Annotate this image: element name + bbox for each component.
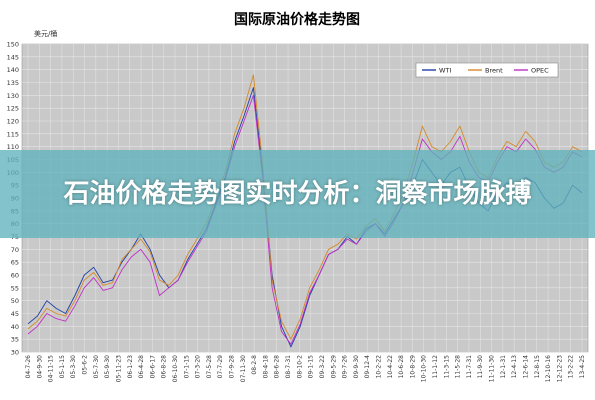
x-tick-label: 11-9-30	[477, 355, 484, 379]
legend-label: WTI	[439, 67, 451, 75]
x-tick-label: 07-11-30	[240, 355, 247, 382]
x-tick-label: 10-6-28	[398, 355, 405, 379]
x-tick-label: 09-1-15	[308, 355, 315, 379]
y-tick-label: 150	[7, 41, 19, 49]
x-tick-label: 06-4-28	[138, 355, 145, 379]
y-tick-label: 50	[11, 297, 19, 305]
x-tick-label: 11-1-12	[432, 355, 439, 379]
x-tick-label: 08-2-8	[251, 355, 258, 375]
x-tick-label: 07-9-28	[229, 355, 236, 379]
x-tick-label: 12-12-23	[556, 355, 563, 382]
legend-box	[415, 62, 559, 78]
y-tick-label: 65	[11, 259, 19, 267]
x-tick-label: 06-6-17	[149, 355, 156, 379]
y-tick-label: 30	[11, 349, 19, 357]
x-tick-label: 09-7-26	[342, 355, 349, 379]
x-tick-label: 04-9-30	[36, 355, 43, 379]
y-tick-label: 145	[7, 53, 19, 61]
y-axis-label: 美元/桶	[34, 29, 57, 38]
legend-label: OPEC	[531, 67, 549, 75]
chart-title: 国际原油价格走势图	[234, 11, 360, 28]
x-tick-label: 06-8-28	[161, 355, 168, 379]
x-tick-label: 11-11-30	[489, 355, 496, 382]
x-tick-label: 10-8-29	[409, 355, 416, 379]
x-tick-label: 04-7-26	[25, 355, 32, 379]
x-tick-label: 09-5-29	[330, 355, 337, 379]
y-tick-label: 45	[11, 310, 19, 318]
x-tick-label: 06-1-23	[127, 355, 134, 379]
x-tick-label: 06-10-30	[172, 355, 179, 382]
x-tick-label: 11-7-31	[466, 355, 473, 379]
x-tick-label: 12-1-31	[500, 355, 507, 379]
x-tick-label: 11-3-15	[443, 355, 450, 379]
x-tick-label: 08-7-31	[285, 355, 292, 379]
x-tick-label: 05-7-30	[93, 355, 100, 379]
x-tick-label: 07-5-28	[206, 355, 213, 379]
x-tick-label: 12-8-15	[534, 355, 541, 379]
y-tick-label: 125	[7, 105, 19, 113]
legend-label: Brent	[485, 67, 503, 75]
y-tick-label: 135	[7, 79, 19, 87]
x-tick-label: 05-6-2	[82, 355, 89, 375]
x-tick-label: 12-6-14	[522, 355, 529, 379]
x-tick-label: 07-1-15	[183, 355, 190, 379]
x-tick-label: 08-10-2	[296, 355, 303, 379]
y-tick-label: 110	[7, 143, 19, 151]
x-tick-label: 04-11-15	[48, 355, 55, 382]
y-tick-label: 120	[7, 118, 19, 126]
x-tick-label: 10-2-22	[375, 355, 382, 379]
x-tick-label: 05-3-30	[70, 355, 77, 379]
y-tick-label: 60	[11, 272, 19, 280]
x-tick-label: 12-4-13	[511, 355, 518, 379]
y-tick-label: 35	[11, 336, 19, 344]
x-tick-label: 09-9-30	[353, 355, 360, 379]
x-tick-label: 13-4-25	[579, 355, 586, 379]
y-tick-label: 70	[11, 246, 19, 254]
headline-text: 石油价格走势图实时分析：洞察市场脉搏	[63, 179, 532, 209]
x-tick-label: 08-4-18	[262, 355, 269, 379]
x-tick-label: 07-3-20	[195, 355, 202, 379]
headline-banner: 石油价格走势图实时分析：洞察市场脉搏	[0, 150, 595, 238]
x-tick-label: 09-3-22	[319, 355, 326, 379]
x-tick-label: 08-6-28	[274, 355, 281, 379]
y-tick-label: 115	[7, 130, 19, 138]
x-tick-label: 05-1-15	[59, 355, 66, 379]
legend: WTI Brent OPEC	[415, 62, 559, 78]
y-tick-label: 55	[11, 284, 19, 292]
x-tick-label: 05-9-30	[104, 355, 111, 379]
x-axis: 04-7-26 04-9-30 04-11-15 05-1-15 05-3-30 05-6…	[25, 355, 586, 382]
x-tick-label: 11-5-28	[455, 355, 462, 379]
x-tick-label: 10-4-22	[387, 355, 394, 379]
y-tick-label: 130	[7, 92, 19, 100]
y-tick-label: 140	[7, 66, 19, 74]
x-tick-label: 07-7-29	[217, 355, 224, 379]
x-tick-label: 12-10-16	[545, 355, 552, 382]
x-tick-label: 10-10-30	[421, 355, 428, 382]
x-tick-label: 05-11-23	[115, 355, 122, 382]
y-tick-label: 40	[11, 323, 19, 331]
x-tick-label: 09-12-4	[364, 355, 371, 379]
x-tick-label: 13-2-22	[568, 355, 575, 379]
